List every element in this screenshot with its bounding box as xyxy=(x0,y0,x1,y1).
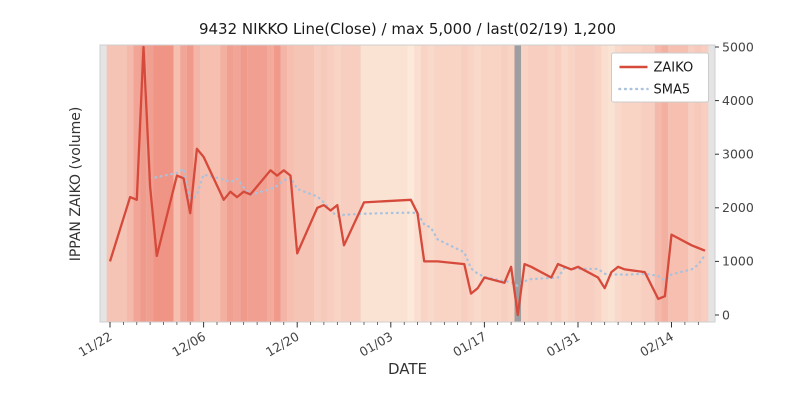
legend-zaiko-label: ZAIKO xyxy=(654,61,694,76)
heat-band xyxy=(661,45,669,322)
heat-band xyxy=(360,45,408,322)
heat-band xyxy=(200,45,221,322)
heat-band xyxy=(467,45,475,322)
heat-band xyxy=(434,45,461,322)
heat-band xyxy=(427,45,435,322)
y-tick-label: 3000 xyxy=(722,147,754,162)
heat-band xyxy=(574,45,595,322)
heat-band xyxy=(501,45,508,322)
y-axis-label: IPPAN ZAIKO (volume) xyxy=(68,106,84,262)
y-tick-label: 0 xyxy=(722,307,730,322)
heat-band xyxy=(688,45,695,322)
heat-band xyxy=(554,45,562,322)
heat-band xyxy=(153,45,174,322)
heat-band xyxy=(654,45,662,322)
heat-band xyxy=(247,45,268,322)
legend-sma5-label: SMA5 xyxy=(654,83,691,98)
heat-band xyxy=(461,45,468,322)
heat-band xyxy=(233,45,241,322)
heat-band xyxy=(240,45,248,322)
y-tick-label: 2000 xyxy=(722,200,754,215)
heat-band xyxy=(186,45,194,322)
heat-band xyxy=(507,45,515,322)
x-axis-label: DATE xyxy=(387,360,428,378)
heat-band xyxy=(668,45,689,322)
heat-band xyxy=(567,45,575,322)
heat-band xyxy=(414,45,421,322)
heat-band xyxy=(140,45,147,322)
heat-band xyxy=(420,45,428,322)
heat-band xyxy=(594,45,602,322)
heat-band xyxy=(220,45,227,322)
heat-band xyxy=(608,45,615,322)
heat-band xyxy=(561,45,568,322)
heat-band xyxy=(641,45,655,322)
heat-band xyxy=(407,45,415,322)
heat-band xyxy=(193,45,201,322)
heat-band xyxy=(334,45,341,322)
heat-band xyxy=(327,45,334,322)
y-tick-label: 1000 xyxy=(722,254,754,269)
y-tick-label: 5000 xyxy=(722,39,754,54)
heat-band xyxy=(701,45,709,322)
heat-band xyxy=(601,45,609,322)
heat-band xyxy=(694,45,702,322)
y-tick-label: 4000 xyxy=(722,93,754,108)
heat-band xyxy=(320,45,328,322)
plot-frame xyxy=(99,44,716,323)
sma5-line xyxy=(148,166,707,288)
heat-band xyxy=(481,45,502,322)
heat-band xyxy=(340,45,361,322)
heat-band xyxy=(527,45,548,322)
heat-band xyxy=(106,45,127,322)
heat-band xyxy=(521,45,528,322)
heat-band xyxy=(173,45,181,322)
heat-band xyxy=(227,45,234,322)
chart-title: 9432 NIKKO Line(Close) / max 5,000 / las… xyxy=(198,20,617,38)
heat-band xyxy=(293,45,314,322)
gray-highlight-band xyxy=(514,45,522,322)
heat-band xyxy=(614,45,622,322)
legend: ZAIKO SMA5 xyxy=(611,52,709,103)
heat-band xyxy=(547,45,555,322)
heat-band xyxy=(273,45,281,322)
heat-band xyxy=(313,45,321,322)
heat-band xyxy=(280,45,288,322)
heat-band xyxy=(267,45,274,322)
heat-band xyxy=(474,45,481,322)
zaiko-line xyxy=(108,45,706,317)
heat-band xyxy=(621,45,642,322)
heat-band xyxy=(126,45,134,322)
